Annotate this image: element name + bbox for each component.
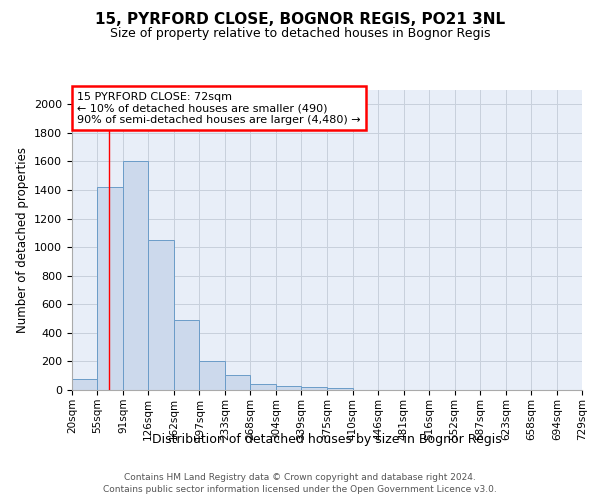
Bar [199,360,225,390]
Bar [250,384,276,390]
Bar [123,162,148,390]
Y-axis label: Number of detached properties: Number of detached properties [16,147,29,333]
Text: 15 PYRFORD CLOSE: 72sqm
← 10% of detached houses are smaller (490)
90% of semi-d: 15 PYRFORD CLOSE: 72sqm ← 10% of detache… [77,92,361,124]
Text: Size of property relative to detached houses in Bognor Regis: Size of property relative to detached ho… [110,28,490,40]
Text: Contains public sector information licensed under the Open Government Licence v3: Contains public sector information licen… [103,485,497,494]
Bar [148,240,174,390]
Bar [174,320,199,390]
Bar [276,386,301,390]
Bar [301,387,328,390]
Bar [97,187,123,390]
Text: Distribution of detached houses by size in Bognor Regis: Distribution of detached houses by size … [152,432,502,446]
Bar [225,375,250,390]
Text: 15, PYRFORD CLOSE, BOGNOR REGIS, PO21 3NL: 15, PYRFORD CLOSE, BOGNOR REGIS, PO21 3N… [95,12,505,28]
Bar [72,378,97,390]
Bar [328,388,353,390]
Text: Contains HM Land Registry data © Crown copyright and database right 2024.: Contains HM Land Registry data © Crown c… [124,472,476,482]
